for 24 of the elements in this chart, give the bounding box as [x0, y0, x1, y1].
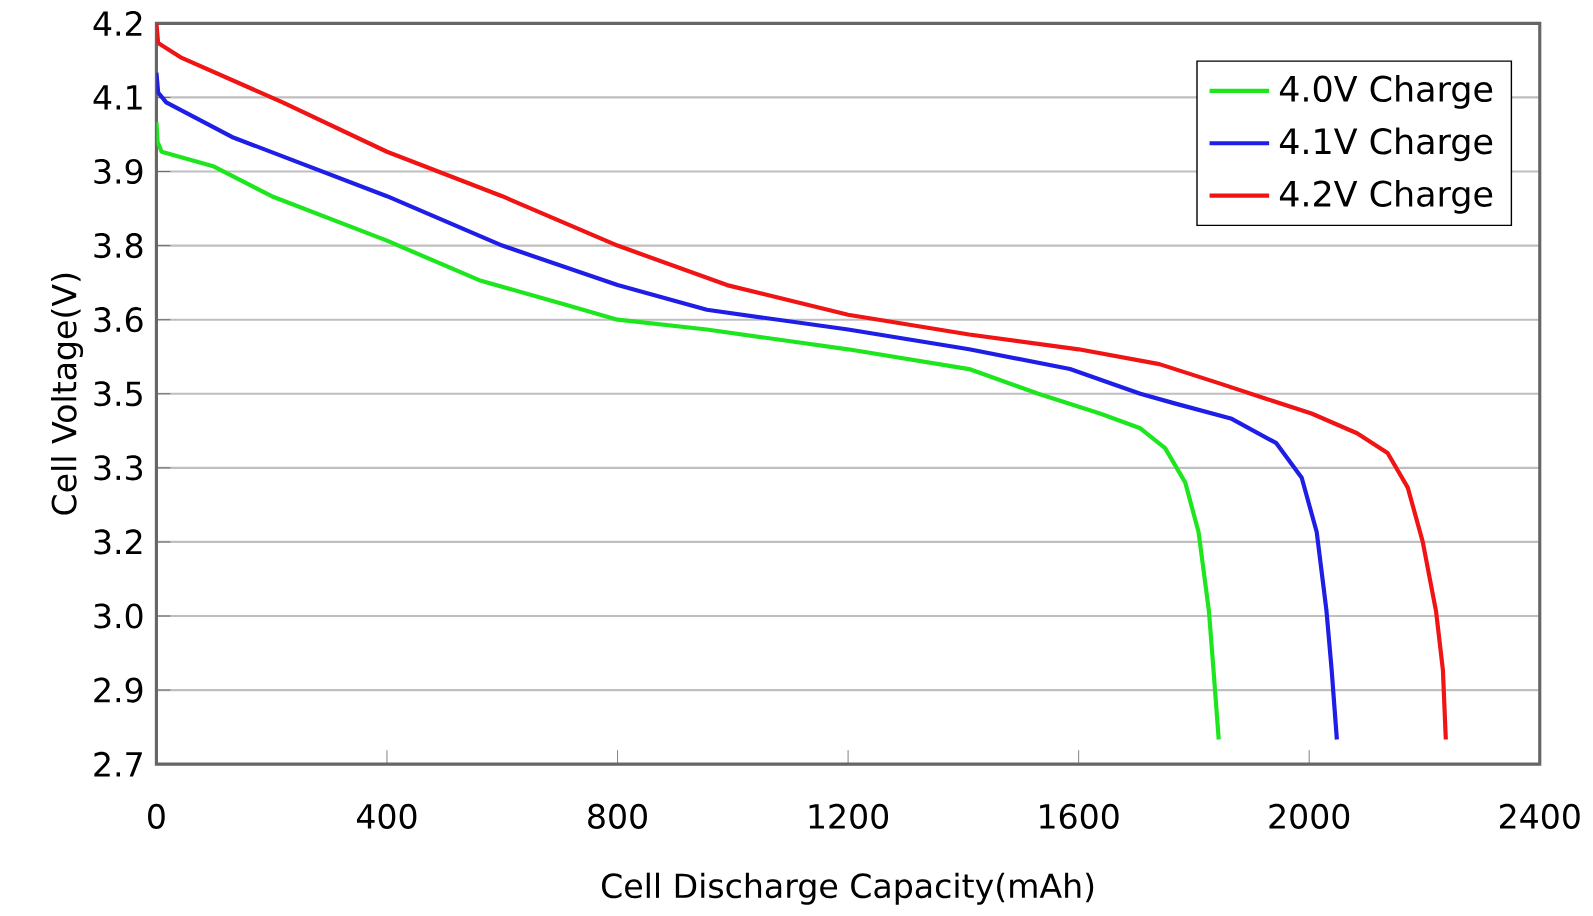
- x-tick-label: 0: [148, 803, 165, 830]
- x-tick-label: 2400: [1499, 803, 1580, 830]
- legend-label: 4.2V Charge: [1279, 179, 1493, 214]
- y-axis-title: Cell Voltage(V): [51, 273, 84, 515]
- line-series: [156, 120, 1221, 742]
- y-tick-label: 3.2: [94, 529, 142, 555]
- y-tick-label: 3.6: [94, 307, 143, 333]
- x-tick-label: 1600: [1040, 803, 1119, 830]
- x-tick-label: 400: [356, 803, 417, 830]
- y-tick-label: 2.7: [94, 751, 142, 777]
- y-tick-label: 3.0: [94, 603, 143, 629]
- x-tick-label: 800: [588, 803, 647, 830]
- y-tick-label: 4.1: [93, 85, 142, 110]
- y-tick-label: 3.3: [94, 455, 143, 481]
- x-axis-title: Cell Discharge Capacity(mAh): [602, 872, 1094, 905]
- x-tick-label: 2000: [1269, 803, 1350, 830]
- y-tick-label: 3.9: [94, 159, 143, 185]
- y-tick-label: 2.9: [94, 677, 143, 703]
- x-tick-label: 1200: [809, 803, 889, 830]
- y-tick-label: 4.2: [93, 11, 142, 36]
- legend-label: 4.0V Charge: [1279, 75, 1493, 109]
- legend-label: 4.1V Charge: [1279, 127, 1493, 162]
- y-tick-label: 3.8: [94, 233, 143, 259]
- y-tick-label: 3.5: [94, 381, 142, 407]
